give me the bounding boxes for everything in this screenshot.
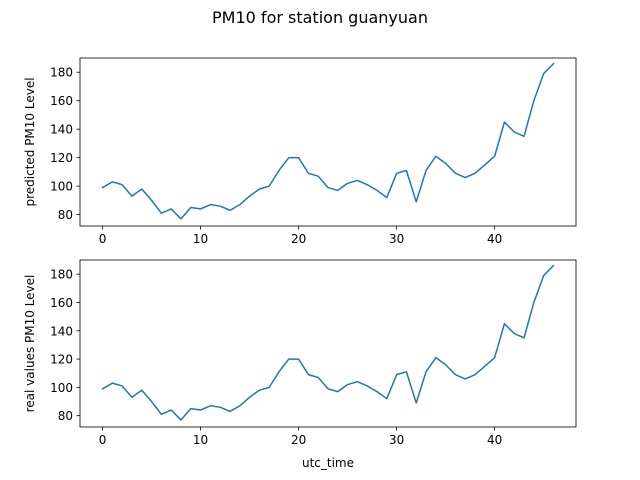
bottom-y-tick-label: 180: [50, 268, 73, 282]
bottom-x-tick-label: 30: [389, 433, 404, 447]
bottom-y-tick-label: 140: [50, 324, 73, 338]
bottom-axes-frame: [79, 259, 577, 428]
bottom-series-line: [101, 264, 555, 421]
top-x-tick-label: 20: [291, 232, 306, 246]
top-x-tick-label: 30: [389, 232, 404, 246]
bottom-y-axis-label: real values PM10 Level: [23, 275, 37, 413]
top-y-tick-label: 80: [58, 208, 73, 222]
bottom-y-tick-label: 80: [58, 409, 73, 423]
top-y-tick-label: 160: [50, 94, 73, 108]
top-axes-frame: [79, 57, 577, 227]
figure-title: PM10 for station guanyuan: [212, 8, 428, 27]
top-subplot: 0 10 20 30 40 80 100 120 140 160 180 predicted PM10…: [23, 57, 577, 246]
bottom-x-axis-label: utc_time: [302, 456, 354, 470]
top-y-tick-label: 100: [50, 180, 73, 194]
bottom-x-tick-label: 0: [99, 433, 107, 447]
top-x-tick-label: 40: [487, 232, 502, 246]
bottom-x-tick-label: 10: [193, 433, 208, 447]
top-y-tick-label: 120: [50, 151, 73, 165]
top-x-tick-label: 10: [193, 232, 208, 246]
bottom-y-tick-label: 120: [50, 353, 73, 367]
bottom-y-tick-label: 100: [50, 381, 73, 395]
top-y-axis-label: predicted PM10 Level: [23, 77, 37, 206]
bottom-subplot: 0 10 20 30 40 80 100 120 140 160 180 real values PM…: [23, 259, 577, 470]
top-x-tick-label: 0: [99, 232, 107, 246]
top-y-tick-label: 180: [50, 66, 73, 80]
top-series-line: [101, 62, 555, 220]
bottom-x-tick-label: 20: [291, 433, 306, 447]
top-y-tick-label: 140: [50, 123, 73, 137]
bottom-y-tick-label: 160: [50, 296, 73, 310]
bottom-x-tick-label: 40: [487, 433, 502, 447]
